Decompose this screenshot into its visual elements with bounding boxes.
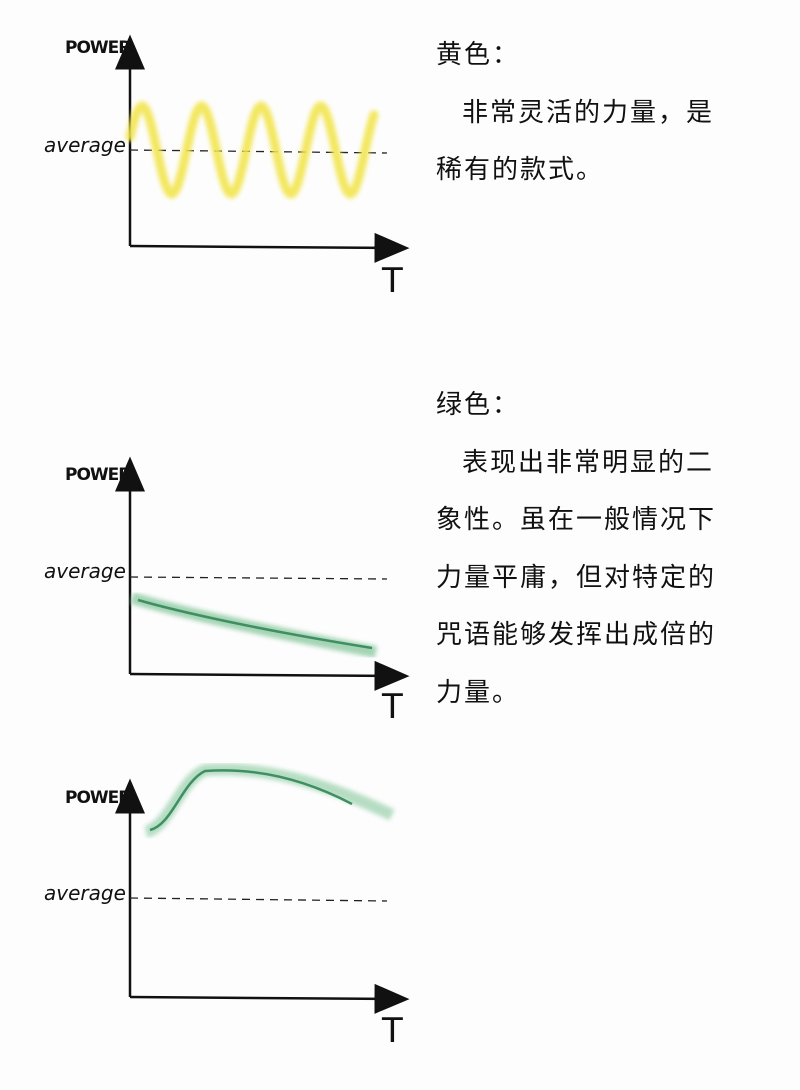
- chart-green-2: POWER average T: [44, 763, 410, 1051]
- description-line: 力量。: [436, 677, 521, 708]
- x-axis: [129, 983, 410, 1014]
- description-line: 表现出非常明显的二: [462, 447, 715, 478]
- x-axis: [129, 660, 410, 691]
- x-axis-label: T: [381, 261, 403, 301]
- average-label: average: [44, 881, 126, 905]
- average-label: average: [44, 133, 126, 157]
- average-line: [129, 576, 388, 580]
- description-line: 稀有的款式。: [436, 155, 605, 185]
- average-line: [129, 149, 388, 154]
- description-line: 非常灵活的力量，是: [462, 97, 715, 128]
- description-line: 象性。虽在一般情况下: [436, 505, 717, 535]
- x-axis-label: T: [381, 687, 403, 727]
- y-axis-label: POWER: [65, 38, 131, 58]
- y-axis-label: POWER: [65, 465, 131, 485]
- description-line: 咒语能够发挥出成倍的: [436, 620, 717, 650]
- description-line: 力量平庸，但对特定的: [436, 562, 717, 593]
- green-description: 绿色： 表现出非常明显的二 象性。虽在一般情况下 力量平庸，但对特定的 咒语能够…: [436, 377, 736, 722]
- green-power-curve: [149, 769, 353, 832]
- green-power-curve: [137, 598, 373, 650]
- chart-green-1: POWER average T: [44, 456, 410, 727]
- average-line: [129, 897, 388, 902]
- average-label: average: [44, 559, 126, 583]
- yellow-power-curve: [125, 101, 379, 200]
- x-axis: [129, 232, 410, 263]
- y-axis-label: POWER: [65, 788, 131, 808]
- green-power-shadow: [143, 763, 395, 838]
- chart-yellow: POWER average T: [44, 34, 410, 301]
- yellow-description: 黄色： 非常灵活的力量，是 稀有的款式。: [436, 27, 736, 200]
- x-axis-label: T: [381, 1011, 403, 1051]
- yellow-heading: 黄色：: [436, 40, 521, 70]
- green-heading: 绿色：: [436, 390, 521, 420]
